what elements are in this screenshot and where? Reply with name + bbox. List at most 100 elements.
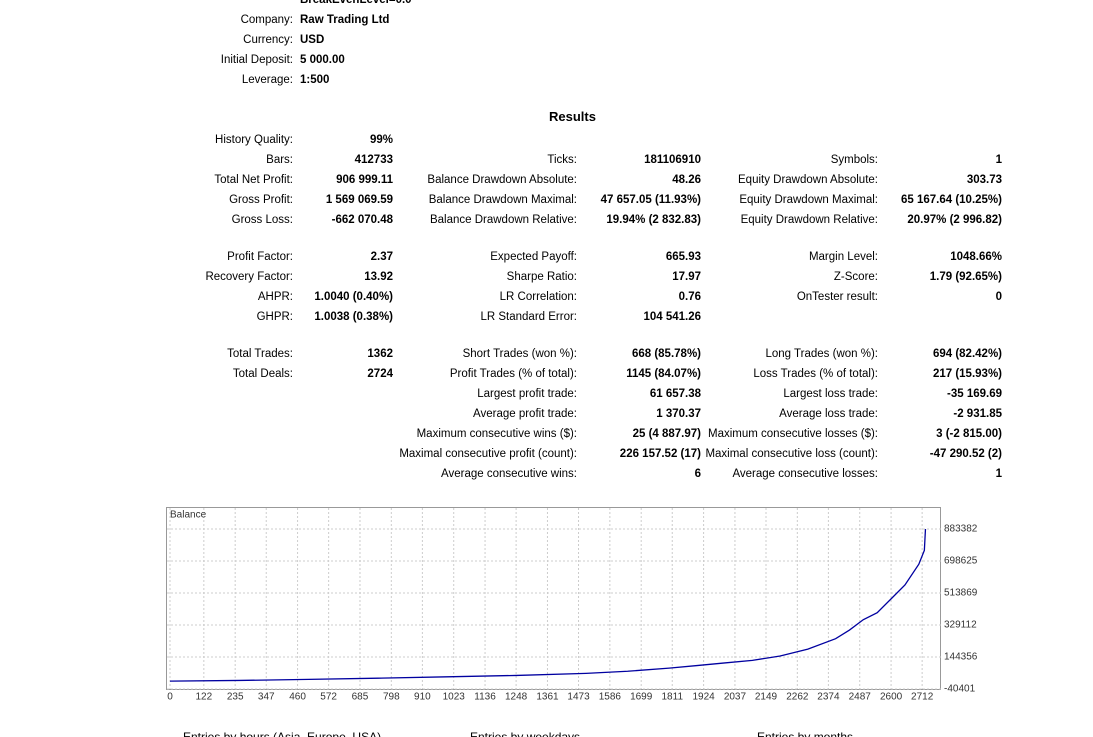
result-label: Profit Trades (% of total): (449, 368, 577, 380)
x-tick-label: 685 (352, 692, 369, 703)
x-tick-label: 798 (383, 692, 400, 703)
result-label: Expected Payoff: (490, 251, 577, 263)
y-tick-label: 329112 (944, 620, 977, 631)
y-tick-label: 698625 (944, 556, 978, 567)
y-tick-label: 883382 (944, 524, 978, 535)
x-tick-label: 1361 (536, 692, 559, 703)
result-value: 906 999.11 (336, 174, 393, 186)
result-label: Average loss trade: (779, 408, 878, 420)
result-value: 1 370.37 (656, 408, 701, 420)
result-value: 20.97% (2 996.82) (907, 214, 1002, 226)
y-tick-label: -40401 (944, 684, 976, 695)
result-label: Average profit trade: (473, 408, 577, 420)
result-value: 3 (-2 815.00) (936, 428, 1002, 440)
result-label: Symbols: (830, 154, 878, 166)
result-label: Balance Drawdown Relative: (429, 214, 577, 226)
result-label: Equity Drawdown Relative: (740, 214, 878, 226)
setting-value: BreakEvenLevel=0.0 (300, 0, 412, 6)
result-label: Balance Drawdown Maximal: (428, 194, 577, 206)
results-title: Results (549, 109, 596, 124)
result-label: Margin Level: (808, 251, 878, 263)
result-label: AHPR: (257, 291, 293, 303)
setting-label: Currency: (243, 34, 293, 46)
x-tick-label: 460 (289, 692, 306, 703)
result-label: Sharpe Ratio: (506, 271, 577, 283)
result-value: 217 (15.93%) (932, 368, 1002, 380)
result-label: LR Correlation: (499, 291, 577, 303)
result-value: 0 (995, 291, 1002, 303)
y-tick-label: 144356 (944, 652, 978, 663)
result-value: 47 657.05 (11.93%) (600, 194, 701, 206)
result-label: Gross Loss: (231, 214, 293, 226)
result-value: 13.92 (364, 271, 393, 283)
result-value: 668 (85.78%) (631, 348, 701, 360)
x-tick-label: 122 (195, 692, 212, 703)
x-tick-label: 2712 (911, 692, 934, 703)
result-label: Ticks: (547, 154, 577, 166)
x-tick-label: 1811 (662, 692, 684, 703)
chart-frame (166, 507, 941, 690)
result-value: 17.97 (672, 271, 701, 283)
balance-line (169, 528, 927, 682)
section-title: Entries by hours (Asia, Europe, USA) (183, 730, 382, 737)
result-label: Short Trades (won %): (462, 348, 577, 360)
result-label: Maximal consecutive profit (count): (399, 448, 577, 460)
result-label: Balance Drawdown Absolute: (427, 174, 577, 186)
result-value: 25 (4 887.97) (632, 428, 701, 440)
x-tick-label: 1473 (567, 692, 590, 703)
result-label: Profit Factor: (227, 251, 293, 263)
x-tick-label: 347 (258, 692, 275, 703)
result-value: 2.37 (370, 251, 393, 263)
result-label: History Quality: (215, 134, 293, 146)
result-value: -662 070.48 (331, 214, 393, 226)
x-tick-label: 1699 (630, 692, 653, 703)
y-tick-label: 513869 (944, 588, 978, 599)
x-tick-label: 1586 (599, 692, 622, 703)
x-tick-label: 2487 (849, 692, 872, 703)
result-value: 1 569 069.59 (325, 194, 393, 206)
result-value: 61 657.38 (649, 388, 701, 400)
x-tick-label: 1924 (692, 692, 715, 703)
x-tick-label: 2149 (755, 692, 778, 703)
result-value: 99% (369, 134, 393, 146)
result-value: 1 (995, 468, 1002, 480)
result-value: 48.26 (672, 174, 701, 186)
result-label: Largest profit trade: (477, 388, 577, 400)
section-title: Entries by weekdays (470, 730, 581, 737)
result-label: Average consecutive losses: (732, 468, 878, 480)
result-label: Z-Score: (833, 271, 878, 283)
section-title: Entries by months (757, 730, 854, 737)
x-tick-label: 1136 (474, 692, 496, 703)
setting-value: Raw Trading Ltd (300, 14, 390, 26)
result-label: OnTester result: (796, 291, 878, 303)
result-label: GHPR: (256, 311, 293, 323)
setting-label: Initial Deposit: (220, 54, 293, 66)
result-label: Gross Profit: (229, 194, 293, 206)
result-value: 1048.66% (950, 251, 1002, 263)
legend-label: Balance (170, 510, 207, 521)
result-label: Equity Drawdown Maximal: (739, 194, 878, 206)
result-value: 0.76 (678, 291, 701, 303)
result-value: 19.94% (2 832.83) (606, 214, 701, 226)
x-tick-label: 1023 (443, 692, 466, 703)
result-label: Average consecutive wins: (441, 468, 577, 480)
result-value: 6 (694, 468, 701, 480)
result-value: 1.0040 (0.40%) (314, 291, 393, 303)
x-tick-label: 572 (320, 692, 337, 703)
result-value: 303.73 (966, 174, 1002, 186)
x-tick-label: 2037 (724, 692, 747, 703)
result-value: 1145 (84.07%) (626, 368, 701, 380)
x-tick-label: 2600 (880, 692, 903, 703)
result-label: Total Deals: (232, 368, 293, 380)
result-value: 104 541.26 (643, 311, 701, 323)
setting-label: Leverage: (241, 74, 293, 86)
result-label: LR Standard Error: (480, 311, 577, 323)
result-value: 65 167.64 (10.25%) (900, 194, 1002, 206)
x-tick-label: 0 (167, 692, 173, 703)
result-label: Recovery Factor: (205, 271, 293, 283)
x-tick-label: 910 (414, 692, 431, 703)
result-value: 226 157.52 (17) (619, 448, 701, 460)
result-label: Long Trades (won %): (765, 348, 878, 360)
